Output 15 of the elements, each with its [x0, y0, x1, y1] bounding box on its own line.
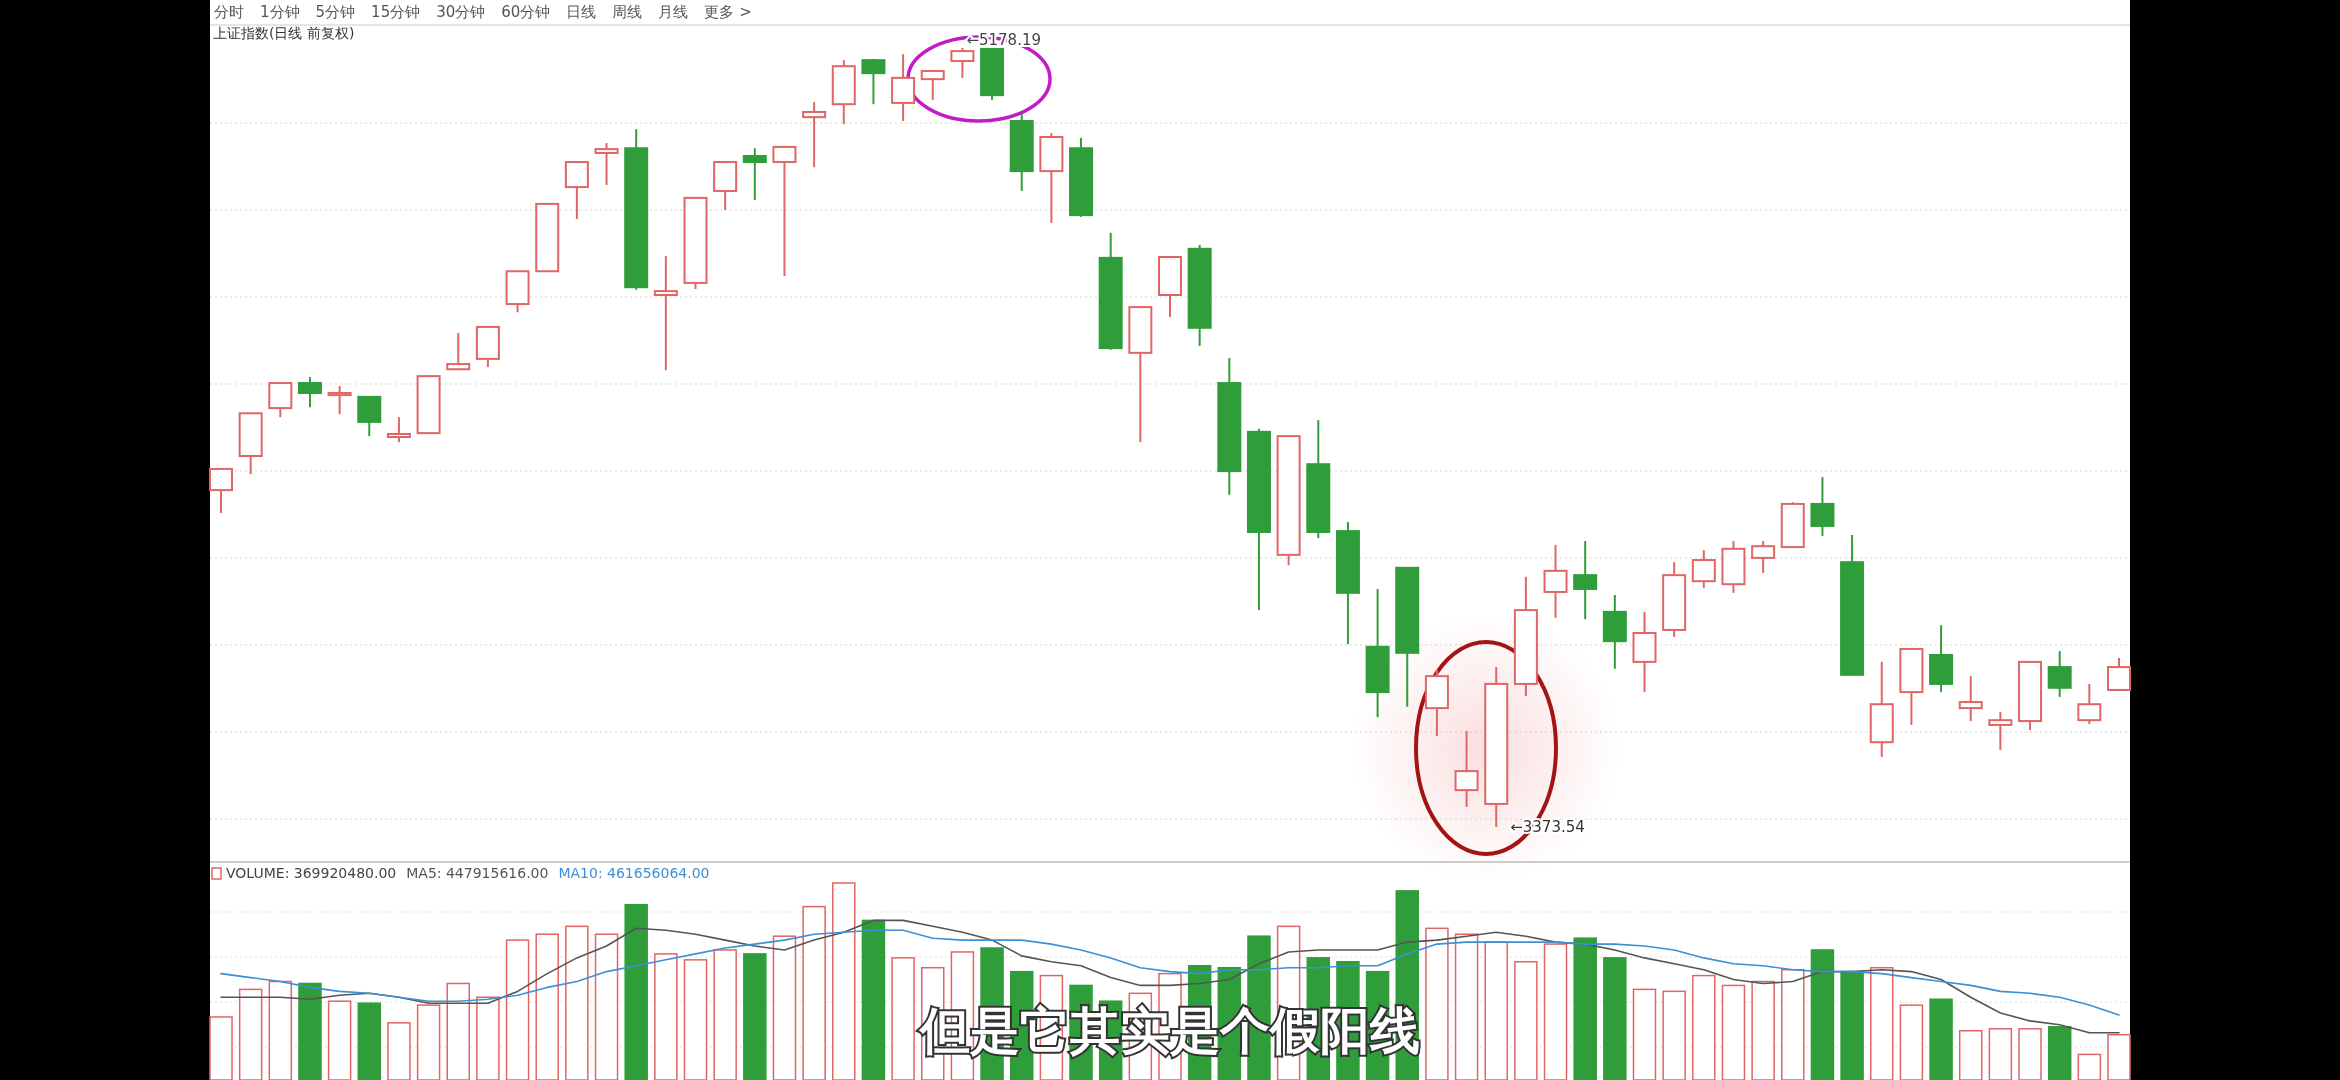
- bar: [861, 919, 886, 1080]
- chart-title: 上证指数(日线 前复权): [213, 25, 355, 41]
- bar: [743, 953, 767, 1080]
- bar: [1810, 949, 1835, 1080]
- bar: [1929, 998, 1953, 1080]
- bar: [357, 1002, 382, 1080]
- bar: [298, 982, 322, 1080]
- bar: [1840, 970, 1864, 1080]
- legend: VOLUME: 369920480.00 MA5: 447915616.00 MA10: 461656064.00: [211, 865, 710, 881]
- bar: [1573, 937, 1597, 1080]
- bar: [1603, 957, 1627, 1080]
- tabs: 分时 1分钟 5分钟 15分钟 30分钟 60分钟 日线 周线 月线 更多 >: [214, 3, 752, 21]
- bar: [624, 903, 648, 1080]
- legend-label: VOLUME: 369920480.00: [226, 865, 397, 881]
- bar: [2047, 1026, 2072, 1080]
